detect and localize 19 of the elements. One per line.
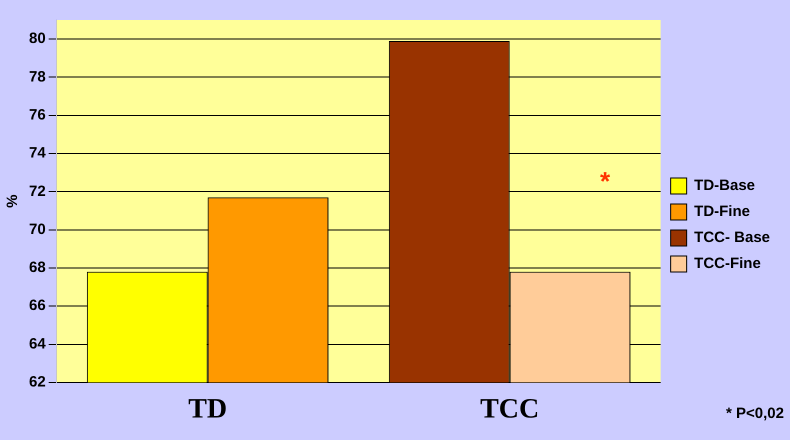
y-tick-label: 68 — [28, 259, 46, 276]
y-tick-label: 64 — [28, 335, 46, 352]
annotation: * — [600, 166, 610, 197]
text: * P<0,02 — [726, 405, 784, 422]
y-tick-label: 66 — [28, 297, 46, 314]
x-tick-label: TD — [188, 393, 228, 424]
legend-label: TCC- Base — [694, 229, 770, 246]
y-tick-label: 78 — [28, 68, 46, 86]
y-tick-label: 72 — [28, 182, 46, 200]
legend-label: TD-Base — [694, 177, 756, 194]
y-tick-label: 74 — [28, 144, 46, 162]
y-tick-label: 62 — [28, 374, 46, 391]
y-tick-label: 80 — [28, 30, 46, 48]
y-tick-label: 76 — [28, 106, 46, 124]
legend-label: TCC-Fine — [694, 255, 761, 272]
y-axis-title: % — [4, 194, 22, 208]
legend-label: TD-Fine — [694, 203, 750, 220]
x-tick-label: TCC — [480, 393, 540, 424]
y-tick-label: 70 — [28, 220, 46, 238]
